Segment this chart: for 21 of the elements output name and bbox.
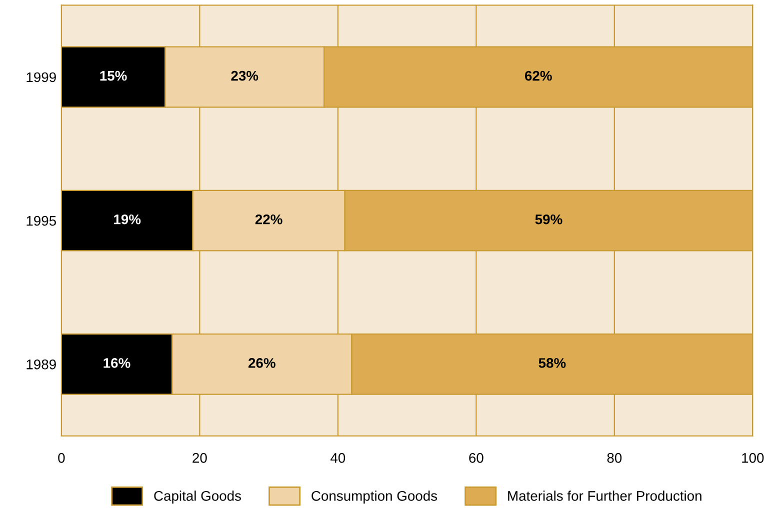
- x-tick-label: 0: [58, 452, 65, 463]
- data-label: 15%: [100, 70, 127, 81]
- data-label: 26%: [248, 358, 276, 368]
- data-label: 22%: [255, 214, 282, 224]
- x-tick-label: 80: [607, 452, 622, 463]
- data-label: 23%: [231, 70, 258, 81]
- x-tick-label: 20: [192, 452, 207, 463]
- x-tick-label: 100: [742, 452, 764, 463]
- data-label: 16%: [104, 358, 130, 368]
- x-tick-label: 40: [330, 452, 346, 463]
- y-tick-label: 1995: [26, 216, 56, 226]
- legend-label: Materials for Further Production: [508, 490, 702, 501]
- data-label: 58%: [538, 358, 566, 368]
- data-label: 62%: [524, 70, 552, 81]
- y-tick-label: 1999: [26, 72, 56, 82]
- legend-label: Capital Goods: [154, 490, 241, 504]
- data-label: 59%: [535, 214, 562, 224]
- legend-label: Consumption Goods: [312, 490, 438, 504]
- y-tick-label: 1989: [26, 360, 56, 370]
- x-tick-label: 60: [469, 452, 484, 463]
- data-label: 19%: [114, 214, 141, 224]
